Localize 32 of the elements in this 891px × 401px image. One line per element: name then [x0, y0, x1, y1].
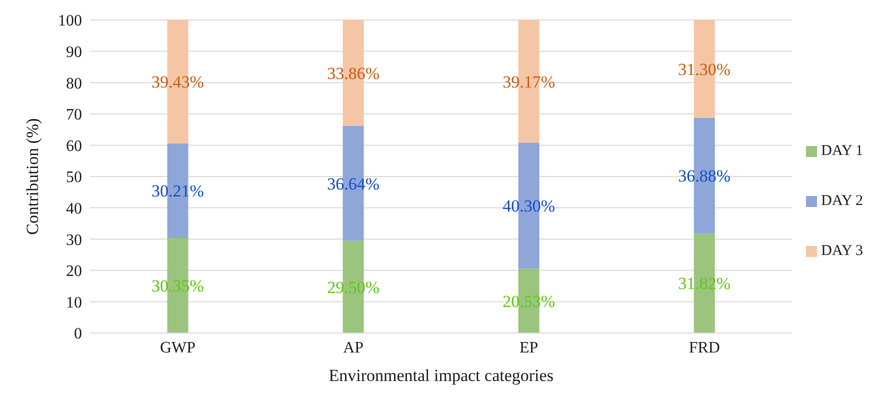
data-label: 40.30% — [502, 196, 556, 216]
legend-label: DAY 2 — [821, 192, 863, 208]
data-label: 31.30% — [678, 60, 731, 79]
x-tick-label: EP — [520, 339, 538, 356]
y-tick-label: 30 — [66, 232, 82, 249]
y-tick-label: 20 — [66, 263, 82, 280]
data-label: 30.35% — [152, 276, 204, 296]
data-label: 39.17% — [502, 72, 556, 92]
data-label: 33.86% — [327, 64, 380, 83]
y-tick-label: 10 — [66, 294, 82, 312]
y-tick-label: 80 — [66, 75, 82, 92]
x-tick-label: AP — [343, 339, 364, 356]
y-tick-label: 70 — [66, 106, 82, 124]
x-tick-label: FRD — [688, 339, 720, 356]
x-axis-title: Environmental impact categories — [328, 366, 554, 385]
legend-label: DAY 1 — [821, 142, 863, 158]
y-tick-label: 100 — [58, 12, 82, 30]
y-tick-label: 40 — [66, 200, 82, 218]
data-label: 20.53% — [502, 292, 556, 311]
data-label: 39.43% — [152, 72, 204, 92]
data-label: 31.82% — [678, 274, 731, 294]
data-label: 29.50% — [327, 278, 380, 297]
data-label: 36.64% — [327, 174, 380, 194]
legend-label: DAY 3 — [821, 242, 863, 258]
x-tick-label: GWP — [160, 339, 196, 356]
data-label: 30.21% — [152, 182, 204, 201]
y-axis-title: Contribution (%) — [23, 118, 42, 235]
y-tick-label: 50 — [66, 169, 82, 186]
y-tick-label: 0 — [74, 326, 82, 343]
y-tick-label: 60 — [66, 138, 82, 155]
y-tick-label: 90 — [66, 44, 82, 61]
data-label: 36.88% — [678, 166, 731, 186]
